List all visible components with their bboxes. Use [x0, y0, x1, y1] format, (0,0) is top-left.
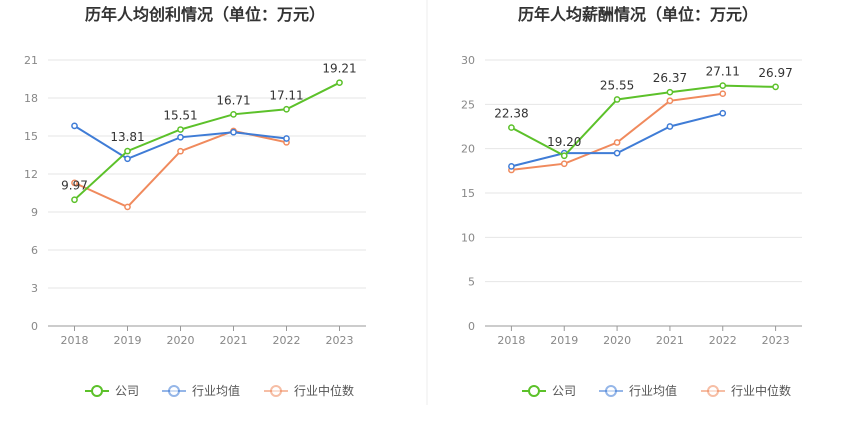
data-point[interactable] [613, 96, 621, 103]
data-point[interactable] [508, 124, 515, 131]
data-point[interactable] [719, 90, 727, 98]
x-tick-label: 2023 [762, 334, 790, 347]
data-point[interactable] [666, 88, 674, 96]
y-tick-label: 12 [24, 168, 38, 181]
data-point[interactable] [124, 147, 131, 155]
legend-item-1[interactable]: 公司 [85, 384, 139, 398]
y-tick-label: 18 [24, 92, 38, 105]
data-point[interactable] [666, 123, 674, 130]
y-tick-label: 0 [31, 320, 38, 333]
legend-item-2[interactable]: 行业均值 [162, 383, 240, 398]
legend-label: 行业中位数 [731, 383, 791, 398]
data-point[interactable] [719, 82, 727, 89]
legend-swatch-marker [91, 385, 103, 397]
data-point[interactable] [71, 196, 78, 204]
y-tick-label: 25 [461, 98, 475, 111]
legend-label: 行业均值 [192, 383, 240, 398]
data-point[interactable] [666, 97, 674, 105]
legend-swatch-marker [528, 385, 540, 397]
y-tick-label: 30 [461, 54, 475, 67]
data-point[interactable] [508, 163, 515, 170]
data-label: 27.11 [706, 65, 740, 79]
data-label: 22.38 [494, 107, 528, 121]
y-tick-label: 3 [31, 282, 38, 295]
y-tick-label: 9 [31, 206, 38, 219]
legend-label: 公司 [115, 384, 139, 398]
data-label: 15.51 [163, 109, 197, 123]
data-point[interactable] [336, 79, 343, 87]
data-point[interactable] [560, 152, 568, 160]
x-tick-label: 2019 [114, 334, 142, 347]
y-tick-label: 21 [24, 54, 38, 67]
x-tick-label: 2021 [656, 334, 684, 347]
y-tick-label: 20 [461, 143, 475, 156]
legend-label: 行业中位数 [294, 383, 354, 398]
legend-swatch-marker [270, 385, 282, 397]
legend-swatch-marker [605, 385, 617, 397]
chart-title: 历年人均薪酬情况（单位：万元） [518, 5, 758, 24]
y-tick-label: 0 [468, 320, 475, 333]
x-tick-label: 2023 [326, 334, 354, 347]
data-point[interactable] [772, 83, 779, 91]
data-point[interactable] [283, 105, 290, 113]
data-point[interactable] [177, 133, 184, 141]
x-tick-label: 2022 [273, 334, 301, 347]
data-point[interactable] [719, 109, 727, 117]
data-point[interactable] [124, 203, 131, 211]
legend-swatch-marker [707, 385, 719, 397]
x-tick-label: 2019 [550, 334, 578, 347]
series-line-1 [73, 81, 340, 201]
x-tick-label: 2020 [167, 334, 195, 347]
data-label: 16.71 [216, 93, 250, 107]
legend-item-1[interactable]: 公司 [522, 384, 576, 398]
chart-title: 历年人均创利情况（单位：万元） [85, 5, 325, 24]
x-tick-label: 2021 [220, 334, 248, 347]
data-point[interactable] [177, 126, 184, 133]
series-line-1 [510, 84, 776, 158]
x-tick-label: 2018 [497, 334, 525, 347]
data-point[interactable] [71, 179, 78, 187]
y-tick-label: 15 [461, 187, 475, 200]
x-tick-label: 2020 [603, 334, 631, 347]
data-point[interactable] [560, 160, 568, 168]
legend-item-3[interactable]: 行业中位数 [264, 383, 354, 398]
x-tick-label: 2018 [61, 334, 89, 347]
y-tick-label: 10 [461, 231, 475, 244]
legend-label: 公司 [552, 384, 576, 398]
legend-label: 行业均值 [629, 383, 677, 398]
series-line-3 [74, 129, 287, 209]
data-label: 25.55 [600, 78, 634, 92]
legend-swatch-marker [168, 385, 180, 397]
data-label: 9.97 [61, 179, 88, 193]
data-point[interactable] [71, 122, 78, 130]
chart-2: 历年人均薪酬情况（单位：万元） 0 5 10 15 20 25 30 2018 2019 2020 2… [461, 5, 802, 398]
data-point[interactable] [230, 110, 237, 118]
x-tick-label: 2022 [709, 334, 737, 347]
data-point[interactable] [124, 155, 131, 163]
data-point[interactable] [613, 139, 621, 146]
data-label: 13.81 [110, 130, 144, 144]
y-tick-label: 5 [468, 276, 475, 289]
chart-1: 历年人均创利情况（单位：万元） 0 3 6 9 12 15 18 21 2018 2019 2020 2… [24, 5, 366, 398]
y-tick-label: 6 [31, 244, 38, 257]
legend-item-3[interactable]: 行业中位数 [701, 383, 791, 398]
data-point[interactable] [613, 149, 621, 157]
data-label: 26.37 [653, 71, 687, 85]
y-tick-label: 15 [24, 130, 38, 143]
data-label: 26.97 [758, 66, 792, 80]
data-point[interactable] [230, 128, 237, 136]
data-label: 19.20 [547, 135, 581, 149]
data-label: 17.11 [269, 88, 303, 102]
data-point[interactable] [283, 135, 290, 142]
data-point[interactable] [177, 147, 184, 155]
data-label: 19.21 [322, 62, 356, 76]
legend-item-2[interactable]: 行业均值 [599, 383, 677, 398]
